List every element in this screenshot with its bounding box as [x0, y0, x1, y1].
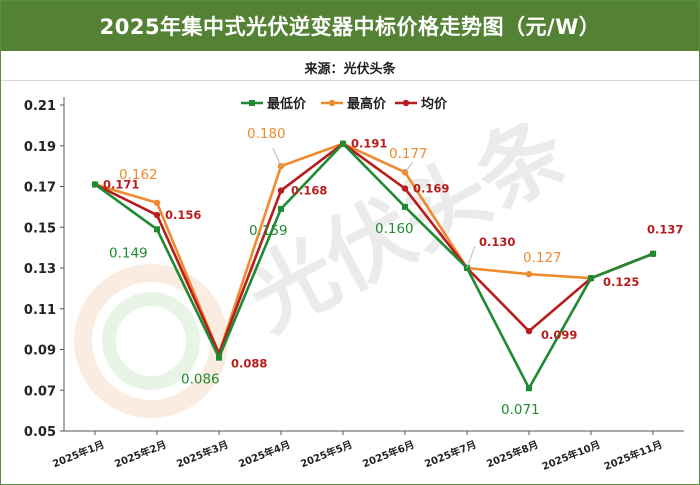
leader-line [272, 147, 282, 167]
data-point [525, 327, 533, 335]
data-point [650, 250, 656, 257]
series-line-1 [94, 142, 654, 355]
data-point [153, 199, 161, 206]
x-tick-label: 2025年3月 [174, 438, 230, 471]
data-point [153, 211, 161, 219]
data-label-0: 0.149 [109, 245, 148, 261]
y-tick-label: 0.15 [24, 221, 56, 236]
x-tick-label: 2025年7月 [422, 438, 478, 471]
legend-swatch-marker [328, 99, 336, 107]
x-tick-label: 2025年10月 [540, 438, 602, 473]
data-label-2: 0.191 [351, 137, 387, 151]
y-tick-label: 0.11 [24, 303, 56, 318]
legend-swatch-marker [249, 100, 255, 106]
data-point [92, 181, 98, 188]
data-point [588, 275, 594, 282]
legend-label: 均价 [421, 96, 448, 112]
x-tick-label: 2025年2月 [112, 438, 168, 471]
chart-source: 来源：光伏头条 [304, 62, 396, 77]
data-point [277, 187, 285, 194]
series-line-2 [94, 142, 654, 355]
data-label-0: 0.160 [375, 221, 414, 237]
data-label-1: 0.180 [247, 126, 286, 142]
leader-line [466, 245, 476, 269]
leader-line [404, 161, 414, 173]
y-tick-label: 0.13 [24, 262, 56, 277]
chart-title: 2025年集中式光伏逆变器中标价格走势图（元/W） [1, 1, 699, 51]
data-label-2: 0.169 [413, 182, 449, 196]
data-point [154, 226, 160, 233]
y-tick-label: 0.17 [24, 181, 56, 196]
data-point [216, 354, 222, 361]
legend-swatch-marker [402, 99, 410, 107]
data-point [526, 385, 532, 392]
data-label-1: 0.177 [389, 146, 428, 162]
data-label-0: 0.071 [501, 402, 540, 418]
y-tick-label: 0.09 [24, 344, 56, 359]
x-tick-label: 2025年5月 [298, 438, 354, 471]
data-label-2: 0.088 [231, 357, 267, 371]
data-point [525, 270, 533, 278]
data-label-2: 0.171 [103, 177, 139, 191]
data-label-2: 0.156 [165, 208, 201, 222]
data-point [402, 203, 408, 210]
y-tick-label: 0.19 [24, 140, 56, 155]
data-label-2: 0.099 [541, 328, 577, 342]
x-tick-label: 2025年4月 [236, 438, 292, 471]
series-line-0 [94, 142, 654, 390]
x-tick-label: 2025年6月 [360, 438, 416, 471]
data-label-2: 0.168 [291, 184, 327, 198]
y-tick-label: 0.07 [24, 384, 56, 399]
y-tick-label: 0.21 [24, 99, 56, 114]
legend-label: 最高价 [347, 96, 387, 112]
data-label-2: 0.125 [603, 275, 639, 289]
x-tick-label: 2025年8月 [484, 438, 540, 471]
y-tick-label: 0.05 [24, 425, 56, 440]
watermark-logo-inner [102, 292, 200, 390]
data-point [401, 185, 409, 192]
data-point [340, 140, 346, 147]
data-label-1: 0.127 [523, 250, 562, 266]
x-tick-label: 2025年11月 [602, 438, 664, 473]
data-label-2: 0.137 [647, 223, 683, 237]
data-label-2: 0.130 [479, 235, 515, 249]
data-label-0: 0.086 [181, 372, 220, 388]
x-tick-label: 2025年1月 [50, 438, 106, 471]
legend-label: 最低价 [267, 96, 307, 112]
data-label-0: 0.159 [249, 223, 288, 239]
data-point [278, 205, 284, 212]
divider [1, 80, 699, 81]
watermark-logo [74, 264, 228, 418]
data-label-1: 0.162 [119, 167, 158, 183]
